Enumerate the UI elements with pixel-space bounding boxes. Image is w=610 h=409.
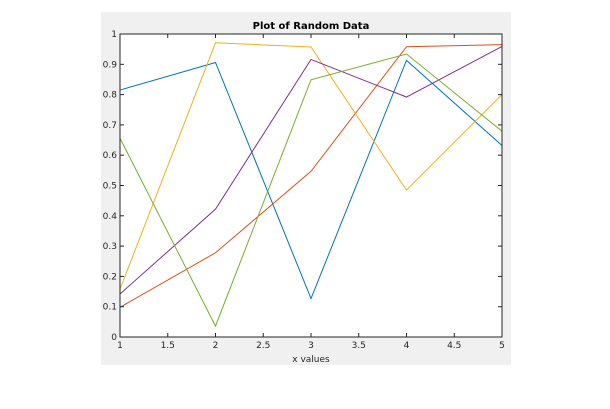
series-line-2 — [119, 44, 503, 308]
x-tick-label: 1 — [117, 341, 123, 351]
x-tick-label: 3 — [308, 341, 314, 351]
y-tick-label: 0.1 — [103, 303, 117, 313]
x-axis-label: x values — [292, 355, 330, 365]
x-tick-label: 2.5 — [256, 341, 270, 351]
x-tick-label: 2 — [213, 341, 219, 351]
y-tick-label: 0.5 — [103, 182, 117, 192]
y-tick-label: 0.7 — [103, 121, 117, 131]
y-ticks: 0 0.1 0.2 0.3 0.4 0.5 0.6 0.7 0.8 0.9 1 — [103, 30, 502, 343]
series-line-5 — [119, 53, 503, 328]
y-tick-label: 0.4 — [103, 212, 118, 222]
y-tick-label: 0.2 — [103, 272, 117, 282]
chart-title: Plot of Random Data — [253, 21, 370, 32]
series-line-1 — [119, 59, 503, 300]
series-layer — [119, 42, 503, 328]
x-tick-label: 3.5 — [352, 341, 366, 351]
series-line-3 — [119, 42, 503, 290]
x-ticks: 1 1.5 2 2.5 3 3.5 4 4.5 5 — [117, 34, 505, 351]
x-tick-label: 4.5 — [447, 341, 461, 351]
y-tick-label: 0.6 — [103, 151, 118, 161]
plot-area — [120, 34, 502, 337]
x-tick-label: 4 — [404, 341, 410, 351]
y-tick-label: 0.3 — [103, 242, 117, 252]
y-tick-label: 0.9 — [103, 60, 118, 70]
y-tick-label: 0 — [111, 333, 117, 343]
y-tick-label: 1 — [111, 30, 117, 40]
x-tick-label: 1.5 — [161, 341, 175, 351]
y-tick-label: 0.8 — [103, 91, 118, 101]
x-tick-label: 5 — [499, 341, 505, 351]
